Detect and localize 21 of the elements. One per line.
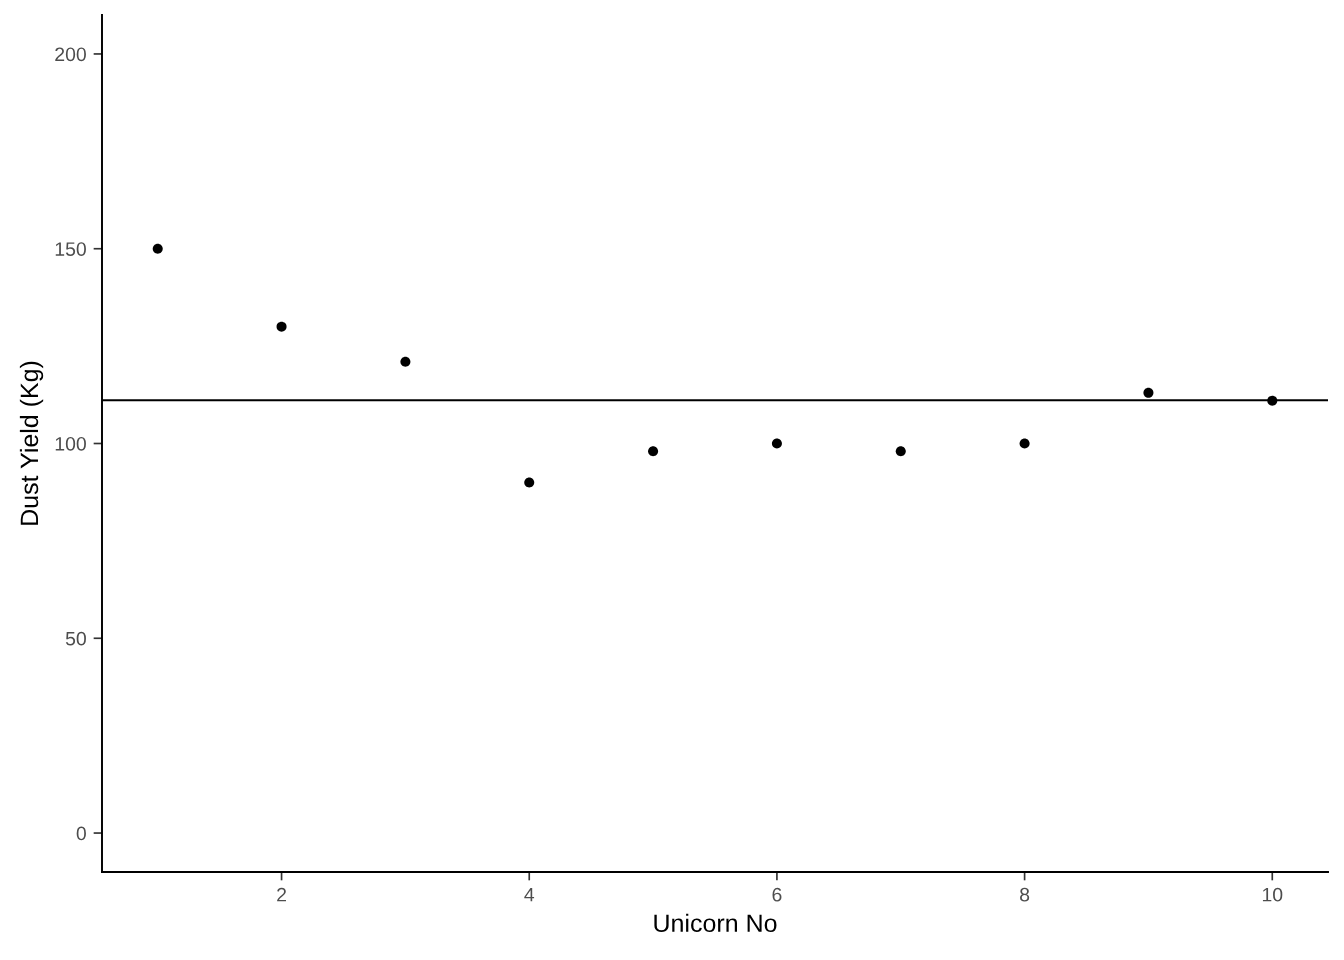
x-tick-label: 10 <box>1262 887 1283 902</box>
y-tick-label: 150 <box>55 242 86 256</box>
point <box>648 446 659 457</box>
y-tick-label: 50 <box>65 631 86 646</box>
point <box>276 321 287 332</box>
point <box>152 243 163 254</box>
point <box>895 446 906 457</box>
x-tick-label: 8 <box>1020 887 1030 902</box>
point <box>524 477 535 488</box>
point <box>771 438 782 449</box>
point <box>1143 387 1154 398</box>
x-axis-title: Unicorn No <box>654 913 777 933</box>
y-tick-label: 100 <box>55 436 86 451</box>
x-tick-label: 2 <box>277 887 286 902</box>
y-tick-label: 200 <box>55 47 86 62</box>
y-axis-title: Dust Yield (Kg) <box>19 361 44 525</box>
point <box>1267 395 1278 406</box>
point <box>400 356 411 367</box>
x-tick-label: 4 <box>524 887 535 902</box>
y-tick-label: 0 <box>76 826 86 841</box>
x-tick-label: 6 <box>772 887 782 902</box>
